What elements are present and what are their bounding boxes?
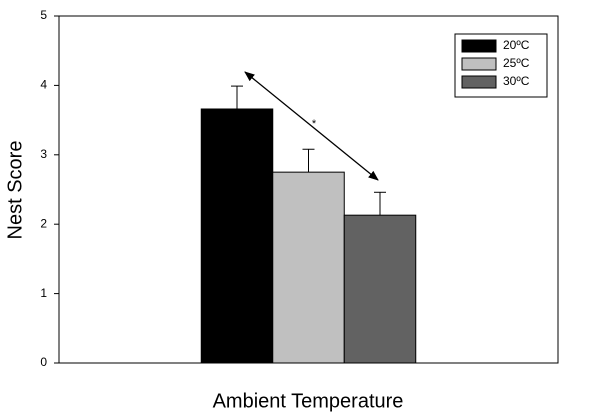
y-tick-label: 0 [40,355,47,369]
y-tick-label: 3 [40,147,47,161]
y-tick-label: 2 [40,216,47,230]
legend-label: 20ºC [503,38,530,52]
y-tick-label: 1 [40,286,47,300]
legend-label: 30ºC [503,74,530,88]
legend-label: 25ºC [503,56,530,70]
annotation: * [312,118,317,130]
y-axis-label: Nest Score [4,141,26,240]
bar [272,171,345,364]
legend-swatch [461,57,497,71]
x-axis-label: Ambient Temperature [213,390,404,412]
bar [343,214,417,364]
y-tick-label: 4 [40,78,47,92]
legend-swatch [461,39,497,53]
significance-arrow [244,71,379,181]
legend-swatch [461,75,497,89]
bar [200,108,274,364]
y-tick-label: 5 [40,8,47,22]
